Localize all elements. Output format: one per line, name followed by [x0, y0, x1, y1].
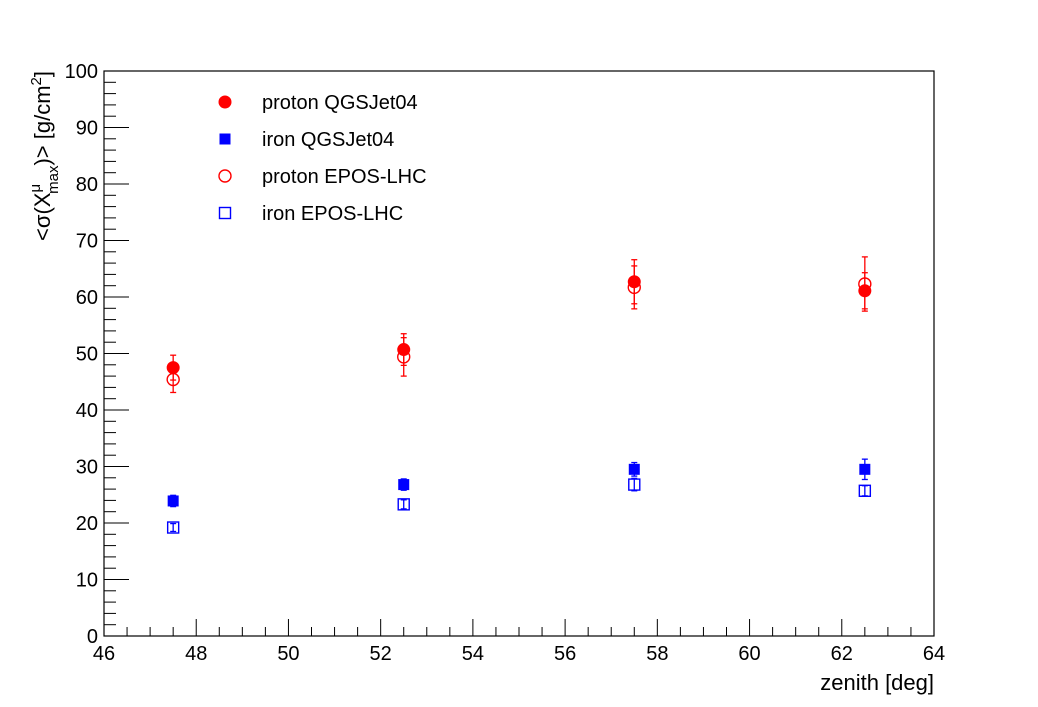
data-point [166, 372, 180, 387]
legend-marker [218, 206, 232, 220]
data-point [858, 277, 872, 291]
axes: 46 48 50 52 54 56 58 60 62 64 0 10 20 30 40 50 60 70 80 90 1… [65, 61, 946, 665]
y-tick-label: 30 [76, 457, 98, 479]
y-tick-label: 100 [65, 61, 98, 83]
data-point [859, 463, 871, 475]
data-point [398, 479, 410, 491]
legend-entry: iron EPOS-LHC [218, 203, 403, 225]
y-tick-label: 80 [76, 174, 98, 196]
x-axis-label: zenith [deg] [820, 670, 934, 695]
legend-label: proton EPOS-LHC [262, 166, 427, 188]
legend-marker [218, 95, 232, 109]
x-tick-label: 58 [646, 643, 668, 665]
legend-entry: proton QGSJet04 [218, 92, 418, 114]
x-tick-label: 60 [738, 643, 760, 665]
legend-entry: proton EPOS-LHC [218, 166, 427, 188]
y-tick-label: 20 [76, 513, 98, 535]
legend-label: iron QGSJet04 [262, 129, 394, 151]
y-axis-label: <σ(Xμmax)> [g/cm2] [27, 71, 62, 241]
data-point [397, 498, 410, 511]
plot-frame [103, 70, 935, 637]
x-tick-label: 48 [185, 643, 207, 665]
data-point [628, 463, 640, 475]
legend-marker [219, 133, 231, 145]
legend-marker [218, 169, 232, 183]
data-point [167, 495, 179, 507]
y-tick-label: 90 [76, 118, 98, 140]
data-point [166, 521, 180, 534]
y-tick-label: 0 [87, 626, 98, 648]
y-tick-label: 40 [76, 400, 98, 422]
x-tick-label: 52 [370, 643, 392, 665]
x-tick-label: 46 [93, 643, 115, 665]
data-point [628, 478, 641, 491]
legend-label: iron EPOS-LHC [262, 203, 403, 225]
data-point [858, 484, 872, 497]
data-point [397, 350, 411, 364]
legend: proton QGSJet04 iron QGSJet04 proton EPOS-… [218, 92, 427, 225]
y-tick-label: 60 [76, 287, 98, 309]
x-tick-label: 64 [923, 643, 945, 665]
series-3 [166, 477, 872, 534]
data-marks [166, 256, 872, 534]
series-0 [166, 259, 872, 381]
series-1 [167, 458, 871, 508]
x-tick-label: 50 [277, 643, 299, 665]
y-tick-label: 70 [76, 231, 98, 253]
x-tick-label: 62 [831, 643, 853, 665]
data-point [627, 280, 641, 295]
y-tick-label: 50 [76, 344, 98, 366]
legend-entry: iron QGSJet04 [219, 129, 394, 151]
legend-label: proton QGSJet04 [262, 92, 418, 114]
x-tick-label: 54 [462, 643, 484, 665]
x-tick-label: 56 [554, 643, 576, 665]
series-2 [166, 256, 872, 394]
y-tick-label: 10 [76, 570, 98, 592]
